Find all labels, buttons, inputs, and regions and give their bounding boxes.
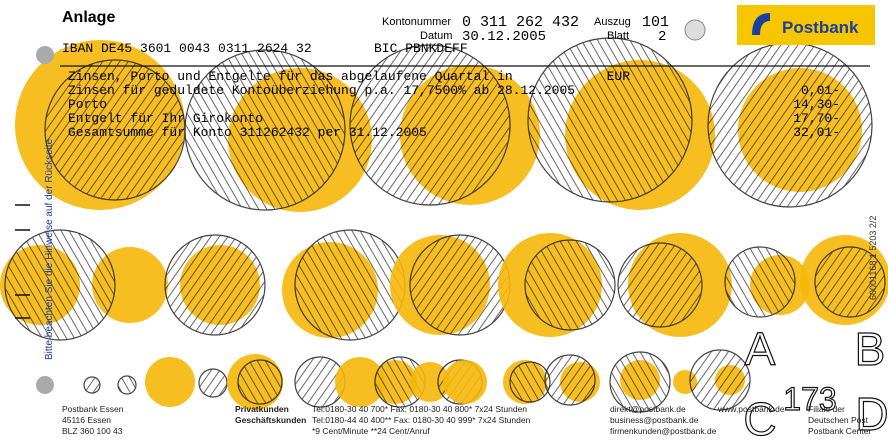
hand-letter: C — [743, 393, 776, 445]
footer-text: Tel:0180-44 40 400** Fax: 0180-30 40 999… — [312, 415, 531, 425]
hatched-circle — [689, 349, 751, 411]
page-label: Blatt — [607, 30, 629, 42]
statement-label: Auszug — [594, 16, 631, 28]
artwork — [0, 37, 888, 413]
form-code: 60001168 1 5203 2/2 — [868, 216, 878, 300]
bic: BIC PBNKDEFF — [374, 41, 468, 56]
statement-number: 101 — [642, 14, 669, 31]
hatched-circle — [184, 49, 346, 211]
row-amount: EUR — [607, 69, 631, 84]
hatched-circle — [237, 359, 283, 405]
hatched-circle — [617, 242, 703, 328]
hand-letter: D — [855, 388, 888, 440]
hatched-circle — [724, 246, 796, 318]
account-number: 0 311 262 432 — [462, 14, 579, 31]
footer-text: *9 Cent/Minute **24 Cent/Anruf — [312, 426, 430, 436]
hatched-circle — [509, 361, 551, 403]
hatched-circle — [83, 376, 101, 394]
row-text: Porto — [68, 97, 107, 112]
hand-letter: A — [745, 323, 776, 375]
footer-text: business@postbank.de — [610, 415, 699, 425]
hand-letters: A B C 173 D — [743, 322, 888, 445]
hatched-circle — [164, 234, 266, 336]
hatched-circle — [294, 229, 406, 341]
hatched-circle — [814, 246, 886, 318]
punch-hole — [36, 376, 54, 394]
row-amount: 17,70- — [793, 111, 840, 126]
row-text: Entgelt für Ihr Girokonto — [68, 111, 263, 126]
hatched-circle — [117, 375, 137, 395]
footer-text: BLZ 360 100 43 — [62, 426, 123, 436]
row-amount: 0,01- — [801, 83, 840, 98]
fold-marks — [15, 204, 30, 319]
yellow-circle — [443, 360, 487, 404]
footer-text: Postbank Essen — [62, 404, 124, 414]
iban: IBAN DE45 3601 0043 0311 2624 32 — [62, 41, 312, 56]
statement-rows: Zinsen, Porto und Entgelte für das abgel… — [68, 69, 840, 140]
row-text: Zinsen für geduldete Kontoüberziehung p.… — [68, 83, 575, 98]
hatched-circle — [527, 37, 693, 203]
side-note: Bitte beachten Sie die Hinweise auf der … — [44, 138, 55, 360]
row-text: Zinsen, Porto und Entgelte für das abgel… — [68, 69, 513, 84]
row-amount: 14,30- — [793, 97, 840, 112]
footer-text: Filiale der — [808, 404, 845, 414]
hatched-circle — [409, 234, 511, 336]
hatched-circle — [198, 368, 228, 398]
yellow-circle — [145, 357, 195, 407]
yellow-circle — [335, 357, 385, 407]
footer-text: Geschäftskunden — [235, 415, 306, 425]
footer-text: Deutschen Post — [808, 415, 869, 425]
footer-text: Tel:0180-30 40 700* Fax: 0180-30 40 800*… — [312, 404, 527, 414]
footer-text: www.postbank.de — [717, 404, 785, 414]
logo-mark — [752, 13, 770, 35]
footer-text: firmenkunden@postbank.de — [610, 426, 717, 436]
hatched-circle — [349, 44, 511, 206]
hand-letter: B — [855, 323, 886, 375]
title: Anlage — [62, 9, 115, 26]
page-number: 2 — [658, 29, 666, 45]
footer-text: direkt@postbank.de — [610, 404, 686, 414]
footer-text: 45116 Essen — [62, 415, 111, 425]
bank-name: Postbank — [782, 18, 859, 37]
hatched-circle — [609, 351, 671, 413]
wm-logo — [684, 19, 706, 41]
punch-hole — [36, 46, 54, 64]
footer-text: Privatkunden — [235, 404, 289, 414]
hatched-circle — [524, 239, 616, 331]
row-amount: 32,01- — [793, 125, 840, 140]
date: 30.12.2005 — [462, 29, 546, 45]
hatched-circle — [544, 354, 596, 406]
hand-letter: 173 — [783, 381, 836, 417]
date-label: Datum — [420, 30, 452, 42]
footer-text: Postbank Center — [808, 426, 871, 436]
hatched-circle — [4, 229, 116, 341]
row-text: Gesamtsumme für Konto 311262432 per 31.1… — [68, 125, 427, 140]
account-label: Kontonummer — [382, 16, 451, 28]
hatched-circle — [707, 42, 873, 208]
